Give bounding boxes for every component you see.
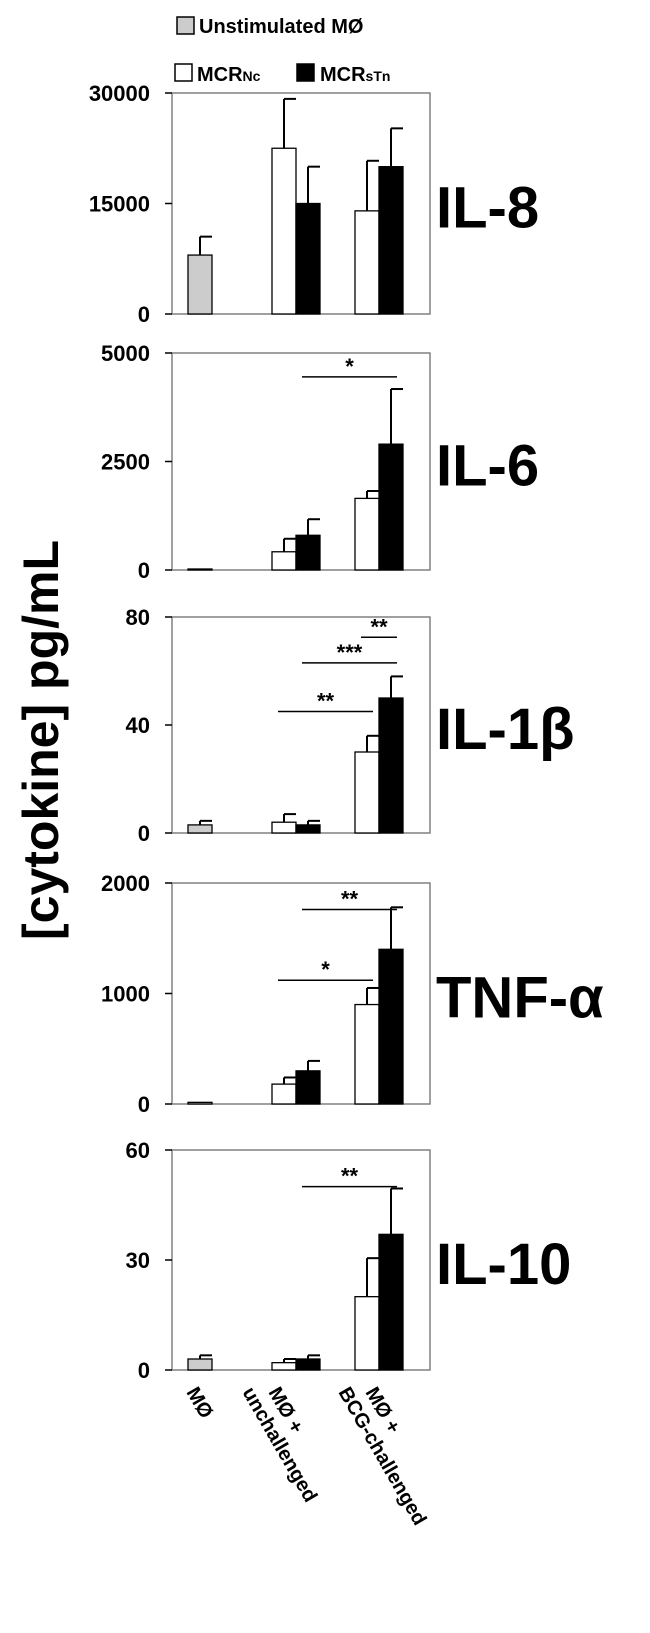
bar-tnf-a-unstimulated-g0 bbox=[187, 1101, 213, 1105]
legend-swatch-ncr bbox=[174, 63, 193, 82]
bar-il-8-unstimulated-g0 bbox=[187, 254, 213, 315]
y-tick-label-tnf-a: 2000 bbox=[101, 871, 150, 896]
bar-il-8-ncr-g1 bbox=[271, 147, 297, 315]
legend: Unstimulated MØ MCRNc MCRsTn bbox=[174, 16, 390, 86]
y-tick-label-il-6: 5000 bbox=[101, 341, 150, 366]
bar-il-1b-unstimulated-g0 bbox=[187, 824, 213, 834]
bar-il-6-ncr-g1 bbox=[271, 551, 297, 571]
legend-label-stn: MCRsTn bbox=[320, 64, 390, 86]
y-tick-label-il-8: 15000 bbox=[89, 192, 150, 217]
y-tick-label-il-1b: 0 bbox=[138, 821, 150, 846]
x-axis-labels: MØ unchallenged MØ + BCG-challenged MØ + bbox=[182, 1384, 431, 1530]
bar-il-1b-stn-g1 bbox=[295, 824, 321, 834]
bar-il-10-stn-g2 bbox=[378, 1233, 404, 1371]
y-tick-label-tnf-a: 0 bbox=[138, 1092, 150, 1117]
legend-label-ncr-sub: Nc bbox=[243, 68, 261, 84]
panel-il-10: 0 30 60 ** IL-10 bbox=[126, 1138, 572, 1383]
significance-label-tnf-a-0: ** bbox=[341, 887, 359, 912]
bar-il-10-ncr-g1 bbox=[271, 1362, 297, 1371]
legend-label-unstimulated: Unstimulated MØ bbox=[199, 16, 363, 38]
bar-il-8-stn-g2 bbox=[378, 166, 404, 315]
bar-il-6-unstimulated-g0 bbox=[187, 568, 213, 571]
legend-label-stn-prefix: MCR bbox=[320, 64, 366, 86]
significance-label-il-6-0: * bbox=[345, 354, 354, 379]
bar-il-10-ncr-g2 bbox=[354, 1296, 380, 1371]
y-tick-label-il-10: 30 bbox=[126, 1248, 150, 1273]
legend-label-ncr-prefix: MCR bbox=[197, 64, 243, 86]
panel-title-il-6: IL-6 bbox=[436, 434, 539, 499]
bar-il-1b-ncr-g1 bbox=[271, 821, 297, 834]
bar-tnf-a-stn-g1 bbox=[295, 1070, 321, 1105]
y-tick-label-il-1b: 80 bbox=[126, 605, 150, 630]
bar-tnf-a-stn-g2 bbox=[378, 948, 404, 1105]
panel-title-il-10: IL-10 bbox=[436, 1232, 571, 1297]
y-tick-label-il-10: 60 bbox=[126, 1138, 150, 1163]
bar-il-6-ncr-g2 bbox=[354, 497, 380, 571]
significance-label-il-1b-2: ** bbox=[317, 689, 335, 714]
panel-title-il-8: IL-8 bbox=[436, 176, 539, 241]
y-tick-label-il-8: 30000 bbox=[89, 81, 150, 106]
significance-label-il-10-0: ** bbox=[341, 1164, 359, 1189]
legend-label-ncr: MCRNc bbox=[197, 64, 261, 86]
panel-il-6: 0 2500 5000 * IL-6 bbox=[101, 341, 539, 583]
significance-label-il-1b-0: ** bbox=[370, 614, 388, 639]
significance-label-il-1b-1: *** bbox=[337, 640, 363, 665]
panel-title-il-1b: IL-1β bbox=[436, 697, 575, 762]
legend-swatch-stn bbox=[296, 63, 315, 82]
y-tick-label-il-10: 0 bbox=[138, 1358, 150, 1383]
bar-il-10-stn-g1 bbox=[295, 1358, 321, 1371]
y-axis-label: [cytokine] pg/mL bbox=[13, 540, 69, 940]
significance-label-tnf-a-1: * bbox=[321, 957, 330, 982]
bar-tnf-a-ncr-g1 bbox=[271, 1083, 297, 1105]
y-tick-label-tnf-a: 1000 bbox=[101, 982, 150, 1007]
panel-title-tnf-a: TNF-α bbox=[436, 966, 604, 1031]
x-label-macrophage: MØ bbox=[182, 1384, 217, 1423]
bar-il-6-stn-g1 bbox=[295, 534, 321, 571]
bar-il-8-ncr-g2 bbox=[354, 210, 380, 315]
y-tick-label-il-6: 0 bbox=[138, 558, 150, 583]
bar-il-10-unstimulated-g0 bbox=[187, 1358, 213, 1371]
bar-il-1b-stn-g2 bbox=[378, 697, 404, 834]
bar-il-1b-ncr-g2 bbox=[354, 751, 380, 834]
legend-label-stn-sub: sTn bbox=[366, 68, 391, 84]
y-tick-label-il-8: 0 bbox=[138, 302, 150, 327]
y-tick-label-il-1b: 40 bbox=[126, 713, 150, 738]
y-tick-label-il-6: 2500 bbox=[101, 450, 150, 475]
panel-il-8: 0 15000 30000 IL-8 bbox=[89, 81, 539, 327]
bar-il-8-stn-g1 bbox=[295, 202, 321, 315]
legend-swatch-unstimulated bbox=[176, 16, 195, 35]
bar-il-6-stn-g2 bbox=[378, 443, 404, 571]
bar-tnf-a-ncr-g2 bbox=[354, 1003, 380, 1105]
